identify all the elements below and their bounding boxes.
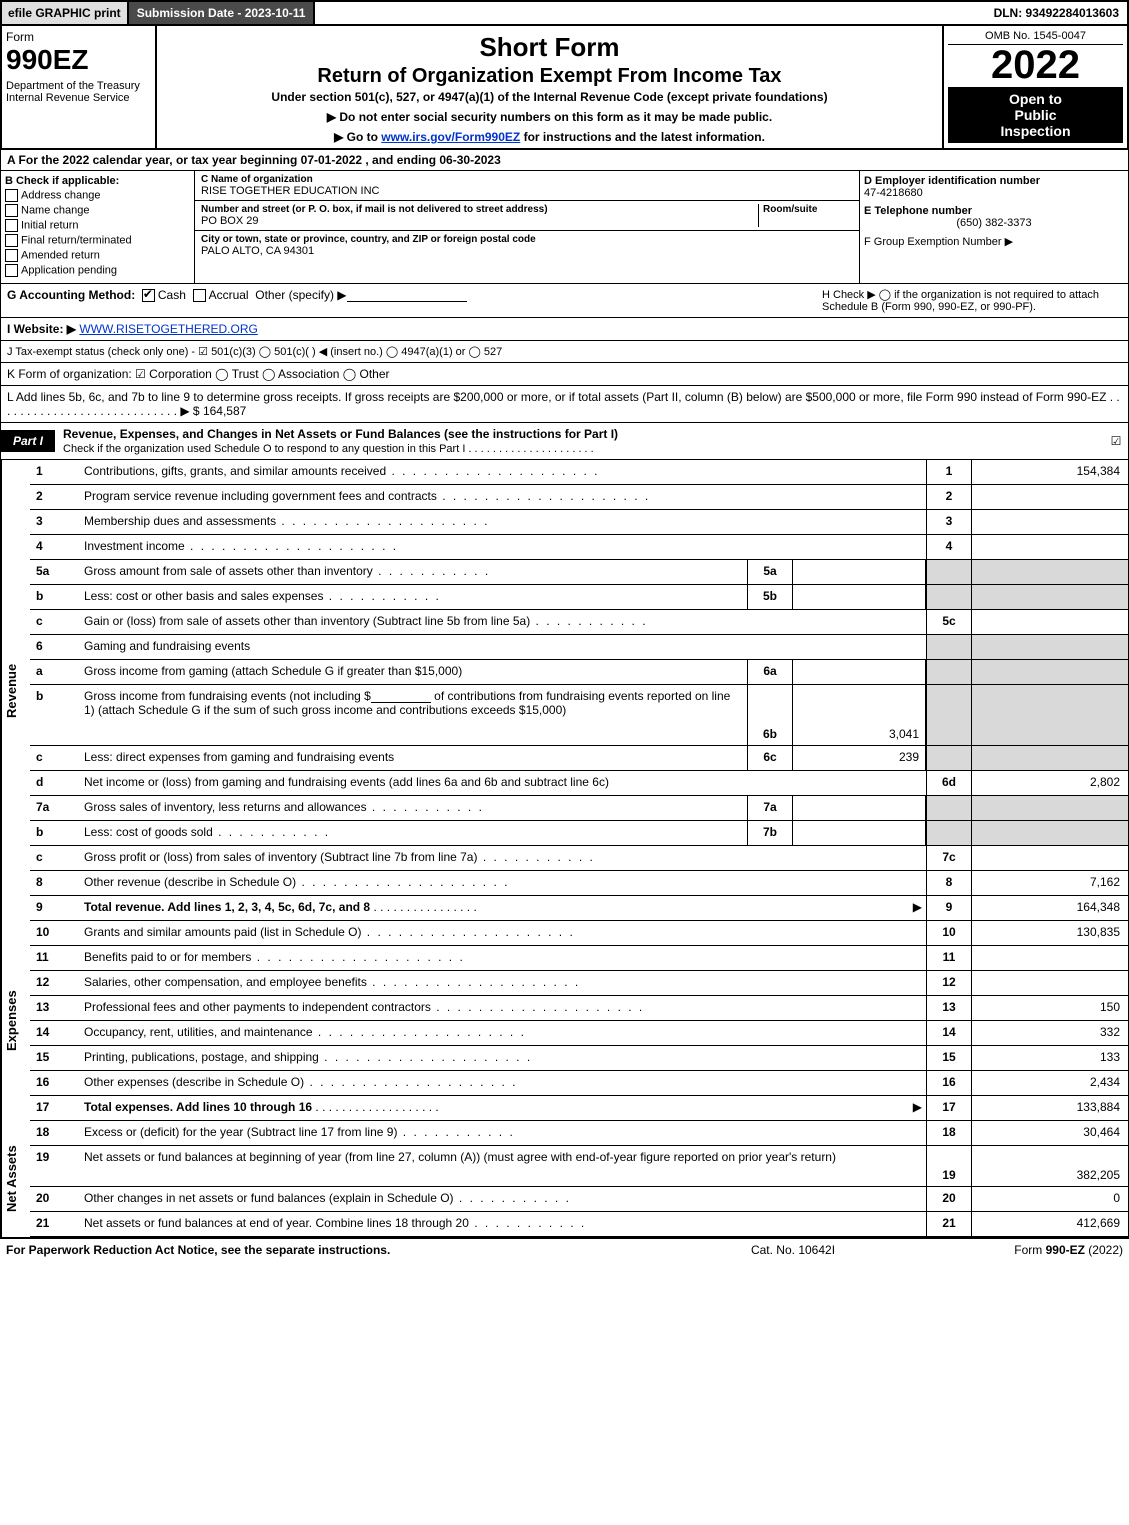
netassets-table: Net Assets 18Excess or (deficit) for the… bbox=[0, 1121, 1129, 1238]
part1-title: Revenue, Expenses, and Changes in Net As… bbox=[55, 423, 1104, 459]
line-18-val: 30,464 bbox=[972, 1121, 1128, 1145]
city-label: City or town, state or province, country… bbox=[201, 234, 853, 245]
row-gh: G Accounting Method: Cash Accrual Other … bbox=[0, 284, 1129, 318]
checkbox-initial-return[interactable] bbox=[5, 219, 18, 232]
form-number: 990EZ bbox=[6, 44, 151, 76]
city: PALO ALTO, CA 94301 bbox=[201, 245, 853, 257]
footer-formref: Form 990-EZ (2022) bbox=[923, 1243, 1123, 1257]
footer-catno: Cat. No. 10642I bbox=[663, 1243, 923, 1257]
phone-label: E Telephone number bbox=[864, 205, 1124, 217]
room-label: Room/suite bbox=[763, 204, 853, 215]
part1-header: Part I Revenue, Expenses, and Changes in… bbox=[0, 423, 1129, 460]
part1-tab: Part I bbox=[1, 430, 55, 452]
instruction-link: ▶ Go to www.irs.gov/Form990EZ for instru… bbox=[163, 130, 936, 144]
col-d: D Employer identification number 47-4218… bbox=[860, 171, 1128, 283]
org-name: RISE TOGETHER EDUCATION INC bbox=[201, 185, 853, 197]
other-specify-input[interactable] bbox=[347, 289, 467, 302]
revenue-table: Revenue 1Contributions, gifts, grants, a… bbox=[0, 460, 1129, 921]
phone: (650) 382-3373 bbox=[864, 217, 1124, 229]
checkbox-final-return[interactable] bbox=[5, 234, 18, 247]
line-1-desc: Contributions, gifts, grants, and simila… bbox=[80, 460, 926, 484]
checkbox-amended-return[interactable] bbox=[5, 249, 18, 262]
website-link[interactable]: WWW.RISETOGETHERED.ORG bbox=[79, 322, 257, 336]
row-i: I Website: ▶ WWW.RISETOGETHERED.ORG bbox=[0, 318, 1129, 341]
col-b: B Check if applicable: Address change Na… bbox=[1, 171, 195, 283]
accounting-method-label: G Accounting Method: bbox=[7, 288, 135, 302]
irs-link[interactable]: www.irs.gov/Form990EZ bbox=[381, 130, 520, 144]
line-16-val: 2,434 bbox=[972, 1071, 1128, 1095]
efile-print-button[interactable]: efile GRAPHIC print bbox=[2, 2, 129, 24]
instruction-ssn: ▶ Do not enter social security numbers o… bbox=[163, 110, 936, 124]
footer-notice: For Paperwork Reduction Act Notice, see … bbox=[6, 1243, 663, 1257]
line-14-val: 332 bbox=[972, 1021, 1128, 1045]
checkbox-cash[interactable] bbox=[142, 289, 155, 302]
section-bcd: B Check if applicable: Address change Na… bbox=[0, 171, 1129, 284]
street: PO BOX 29 bbox=[201, 215, 758, 227]
col-b-label: B Check if applicable: bbox=[5, 175, 190, 187]
line-6b-val: 3,041 bbox=[793, 685, 926, 745]
dept-treasury: Department of the Treasury Internal Reve… bbox=[6, 80, 151, 104]
ein-label: D Employer identification number bbox=[864, 175, 1124, 187]
street-label: Number and street (or P. O. box, if mail… bbox=[201, 204, 758, 215]
line-21-val: 412,669 bbox=[972, 1212, 1128, 1236]
line-15-val: 133 bbox=[972, 1046, 1128, 1070]
fundraising-amount-input[interactable] bbox=[371, 690, 431, 703]
form-label: Form bbox=[6, 30, 151, 44]
group-exemption: F Group Exemption Number ▶ bbox=[864, 235, 1124, 248]
line-17-val: 133,884 bbox=[972, 1096, 1128, 1120]
line-1-val: 154,384 bbox=[972, 460, 1128, 484]
header-right: OMB No. 1545-0047 2022 Open to Public In… bbox=[942, 26, 1127, 148]
subtitle: Under section 501(c), 527, or 4947(a)(1)… bbox=[163, 90, 936, 104]
expenses-strip: Expenses bbox=[1, 921, 30, 1121]
line-8-val: 7,162 bbox=[972, 871, 1128, 895]
submission-date: Submission Date - 2023-10-11 bbox=[129, 2, 316, 24]
part1-checkbox[interactable]: ☑ bbox=[1104, 434, 1128, 448]
ein: 47-4218680 bbox=[864, 187, 1124, 199]
header-left: Form 990EZ Department of the Treasury In… bbox=[2, 26, 157, 148]
checkbox-application-pending[interactable] bbox=[5, 264, 18, 277]
header: Form 990EZ Department of the Treasury In… bbox=[0, 26, 1129, 150]
netassets-strip: Net Assets bbox=[1, 1121, 30, 1237]
line-6c-val: 239 bbox=[793, 746, 926, 770]
gross-receipts: 164,587 bbox=[203, 404, 246, 418]
line-19-val: 382,205 bbox=[972, 1146, 1128, 1186]
row-l: L Add lines 5b, 6c, and 7b to line 9 to … bbox=[0, 386, 1129, 423]
checkbox-accrual[interactable] bbox=[193, 289, 206, 302]
row-k: K Form of organization: ☑ Corporation ◯ … bbox=[0, 363, 1129, 386]
org-name-label: C Name of organization bbox=[201, 174, 853, 185]
checkbox-name-change[interactable] bbox=[5, 204, 18, 217]
footer: For Paperwork Reduction Act Notice, see … bbox=[0, 1238, 1129, 1261]
row-h: H Check ▶ ◯ if the organization is not r… bbox=[822, 288, 1122, 313]
top-bar: efile GRAPHIC print Submission Date - 20… bbox=[0, 0, 1129, 26]
line-10-val: 130,835 bbox=[972, 921, 1128, 945]
title-short-form: Short Form bbox=[163, 32, 936, 63]
header-center: Short Form Return of Organization Exempt… bbox=[157, 26, 942, 148]
title-return: Return of Organization Exempt From Incom… bbox=[163, 65, 936, 88]
line-9-val: 164,348 bbox=[972, 896, 1128, 920]
row-a-tax-year: A For the 2022 calendar year, or tax yea… bbox=[0, 150, 1129, 171]
revenue-strip: Revenue bbox=[1, 460, 30, 921]
checkbox-address-change[interactable] bbox=[5, 189, 18, 202]
tax-year: 2022 bbox=[948, 45, 1123, 85]
line-13-val: 150 bbox=[972, 996, 1128, 1020]
col-c: C Name of organization RISE TOGETHER EDU… bbox=[195, 171, 860, 283]
line-20-val: 0 bbox=[972, 1187, 1128, 1211]
page: efile GRAPHIC print Submission Date - 20… bbox=[0, 0, 1129, 1261]
row-j: J Tax-exempt status (check only one) - ☑… bbox=[0, 341, 1129, 363]
expenses-table: Expenses 10Grants and similar amounts pa… bbox=[0, 921, 1129, 1121]
dln: DLN: 93492284013603 bbox=[986, 2, 1127, 24]
open-public-inspection: Open to Public Inspection bbox=[948, 87, 1123, 143]
line-6d-val: 2,802 bbox=[972, 771, 1128, 795]
